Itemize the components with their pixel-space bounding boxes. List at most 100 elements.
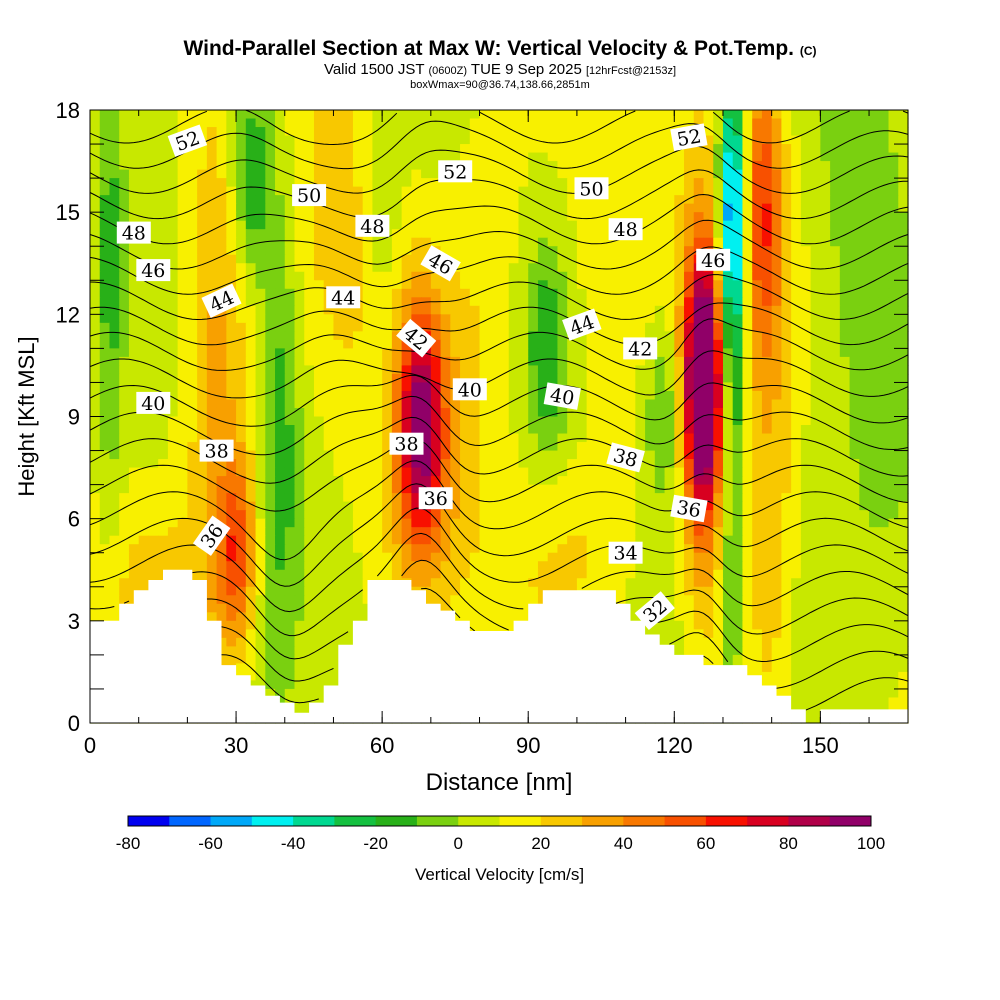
velocity-cell <box>255 501 266 511</box>
velocity-cell <box>761 603 773 613</box>
velocity-cell <box>742 390 753 401</box>
velocity-cell <box>294 356 305 367</box>
velocity-cell <box>177 305 188 315</box>
velocity-cell <box>382 467 393 477</box>
velocity-cell <box>148 144 159 154</box>
velocity-cell <box>460 467 471 477</box>
velocity-cell <box>722 518 734 528</box>
velocity-cell <box>226 612 237 622</box>
velocity-cell <box>722 433 734 443</box>
velocity-cell <box>888 365 899 375</box>
velocity-cell <box>313 314 325 324</box>
velocity-cell <box>781 186 792 196</box>
velocity-cell <box>450 229 461 239</box>
velocity-cell <box>333 144 344 154</box>
velocity-cell <box>343 110 354 120</box>
velocity-cell <box>703 476 714 486</box>
velocity-cell <box>275 518 286 528</box>
velocity-cell <box>245 552 257 562</box>
velocity-cell <box>128 569 140 579</box>
velocity-cell <box>119 305 130 315</box>
velocity-cell <box>216 595 227 605</box>
velocity-cell <box>421 467 432 477</box>
velocity-cell <box>713 527 724 537</box>
velocity-cell <box>479 118 490 128</box>
velocity-cell <box>791 110 802 120</box>
velocity-cell <box>391 552 403 562</box>
velocity-cell <box>654 399 666 409</box>
velocity-cell <box>869 603 880 613</box>
velocity-cell <box>275 246 286 256</box>
velocity-cell <box>372 178 383 188</box>
velocity-cell <box>489 203 500 213</box>
velocity-cell <box>275 493 286 503</box>
velocity-cell <box>362 195 374 205</box>
velocity-cell <box>294 578 305 588</box>
velocity-cell <box>878 237 890 247</box>
velocity-cell <box>781 535 792 545</box>
velocity-cell <box>440 578 451 588</box>
velocity-cell <box>537 237 549 247</box>
velocity-cell <box>732 152 744 162</box>
velocity-cell <box>800 212 812 222</box>
velocity-cell <box>382 416 393 426</box>
velocity-cell <box>99 348 111 358</box>
velocity-cell <box>830 348 841 358</box>
velocity-cell <box>119 212 130 222</box>
velocity-cell <box>382 510 393 520</box>
velocity-cell <box>625 118 636 128</box>
velocity-cell <box>187 237 198 247</box>
velocity-cell <box>109 144 120 154</box>
velocity-cell <box>713 229 724 239</box>
velocity-cell <box>226 459 237 469</box>
velocity-cell <box>128 348 140 358</box>
velocity-cell <box>401 127 412 137</box>
velocity-cell <box>557 544 568 554</box>
velocity-cell <box>99 339 111 349</box>
velocity-cell <box>810 220 821 230</box>
velocity-cell <box>898 390 909 401</box>
velocity-cell <box>226 212 237 222</box>
velocity-cell <box>800 246 812 256</box>
velocity-cell <box>596 373 607 384</box>
velocity-cell <box>508 578 520 588</box>
velocity-cell <box>615 484 627 494</box>
velocity-cell <box>401 297 412 307</box>
velocity-cell <box>245 305 257 315</box>
velocity-cell <box>245 459 257 469</box>
velocity-cell <box>187 425 198 435</box>
velocity-cell <box>333 220 344 230</box>
velocity-cell <box>187 178 198 188</box>
velocity-cell <box>781 229 792 239</box>
velocity-cell <box>703 203 714 213</box>
velocity-cell <box>508 510 520 520</box>
velocity-cell <box>499 476 510 486</box>
velocity-cell <box>450 339 461 349</box>
velocity-cell <box>343 527 354 537</box>
velocity-cell <box>469 425 481 435</box>
velocity-cell <box>206 212 218 222</box>
velocity-cell <box>90 220 101 230</box>
velocity-cell <box>382 331 393 341</box>
velocity-cell <box>537 467 549 477</box>
velocity-cell <box>830 373 841 384</box>
velocity-cell <box>635 212 646 222</box>
velocity-cell <box>226 399 237 409</box>
velocity-cell <box>245 484 257 494</box>
velocity-cell <box>576 407 588 418</box>
velocity-cell <box>236 407 247 418</box>
velocity-cell <box>645 595 656 605</box>
velocity-cell <box>284 144 296 154</box>
velocity-cell <box>333 442 344 452</box>
velocity-cell <box>323 331 335 341</box>
velocity-cell <box>508 220 520 230</box>
velocity-cell <box>684 356 695 367</box>
velocity-cell <box>781 442 792 452</box>
velocity-cell <box>119 178 130 188</box>
velocity-cell <box>460 578 471 588</box>
velocity-cell <box>255 561 266 571</box>
velocity-cell <box>654 527 666 537</box>
velocity-cell <box>411 365 422 375</box>
velocity-cell <box>206 152 218 162</box>
velocity-cell <box>138 450 150 460</box>
